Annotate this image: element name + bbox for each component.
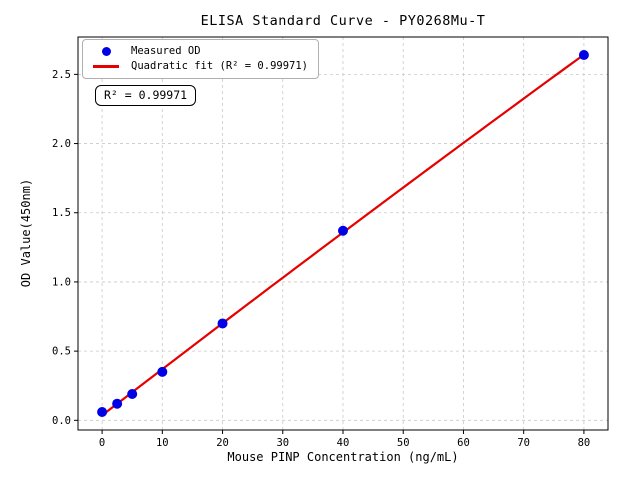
x-tick-label: 40 bbox=[337, 437, 350, 449]
y-axis-label: OD Value(450nm) bbox=[19, 178, 33, 288]
x-tick-label: 0 bbox=[99, 437, 105, 449]
y-tick-label: 1.5 bbox=[52, 207, 71, 219]
quadratic-fit-line-icon bbox=[93, 65, 119, 68]
legend-item-measured-od: Measured OD bbox=[91, 44, 308, 59]
measured-od-point bbox=[157, 366, 168, 377]
chart-title: ELISA Standard Curve - PY0268Mu-T bbox=[200, 13, 486, 29]
measured-od-point bbox=[578, 49, 589, 60]
measured-od-point bbox=[338, 225, 348, 236]
legend-label-measured-od: Measured OD bbox=[131, 45, 201, 57]
legend-swatch-area bbox=[91, 47, 121, 56]
x-tick-label: 10 bbox=[156, 437, 169, 449]
x-axis-label: Mouse PINP Concentration (ng/mL) bbox=[227, 450, 459, 464]
x-tick-label: 60 bbox=[457, 437, 470, 449]
measured-od-point bbox=[112, 398, 123, 409]
y-tick-label: 2.5 bbox=[52, 69, 71, 81]
y-tick-label: 0.5 bbox=[52, 346, 71, 358]
y-tick-label: 0.0 bbox=[52, 415, 71, 427]
x-tick-label: 70 bbox=[517, 437, 530, 449]
r-squared-annotation: R² = 0.99971 bbox=[95, 85, 197, 106]
measured-od-point bbox=[127, 389, 138, 400]
legend: Measured OD Quadratic fit (R² = 0.99971) bbox=[82, 39, 320, 79]
measured-od-point bbox=[217, 318, 228, 329]
x-tick-label: 50 bbox=[397, 437, 410, 449]
legend-swatch-area bbox=[91, 65, 121, 68]
y-tick-label: 1.0 bbox=[52, 276, 71, 288]
measured-od-marker-icon bbox=[101, 47, 111, 56]
x-tick-label: 20 bbox=[216, 437, 229, 449]
measured-od-point bbox=[97, 407, 108, 418]
x-tick-label: 80 bbox=[578, 437, 591, 449]
legend-item-quadratic-fit: Quadratic fit (R² = 0.99971) bbox=[91, 59, 308, 74]
x-tick-label: 30 bbox=[276, 437, 289, 449]
y-tick-label: 2.0 bbox=[52, 138, 71, 150]
legend-label-quadratic-fit: Quadratic fit (R² = 0.99971) bbox=[131, 60, 309, 72]
